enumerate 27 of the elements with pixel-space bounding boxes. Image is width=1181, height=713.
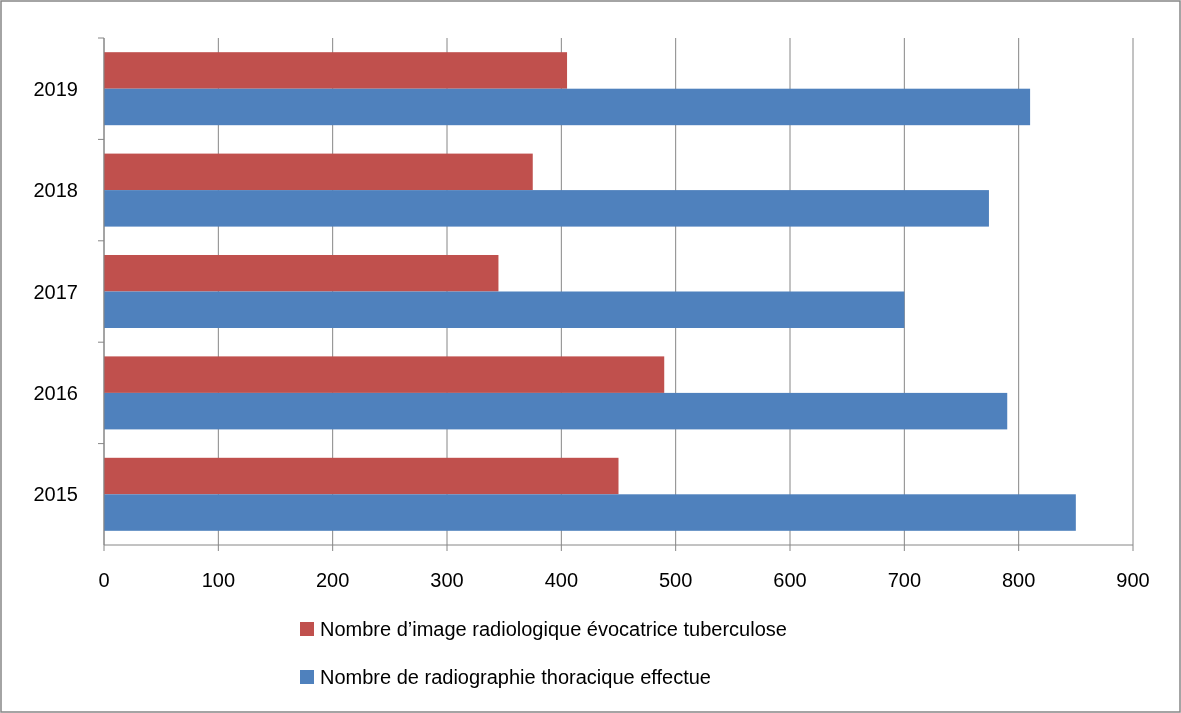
- bar: [104, 356, 665, 393]
- x-tick-label: 300: [430, 569, 464, 591]
- legend-label: Nombre de radiographie thoracique effectue: [320, 666, 711, 688]
- x-tick-label: 100: [201, 569, 236, 591]
- y-tick-label: 2016: [33, 381, 78, 404]
- x-tick-label: 600: [773, 569, 807, 591]
- y-tick-label: 2017: [33, 280, 78, 303]
- bar: [104, 190, 989, 227]
- bar: [104, 392, 1008, 430]
- x-tick-label: 700: [887, 569, 922, 591]
- bar: [104, 291, 905, 328]
- bar: [104, 52, 568, 89]
- bar: [104, 494, 1076, 531]
- x-tick-label: 900: [1116, 569, 1150, 591]
- bar: [104, 255, 499, 292]
- y-tick-label: 2019: [33, 77, 78, 100]
- x-tick-label: 500: [658, 569, 693, 591]
- bar: [104, 88, 1031, 126]
- x-tick-label: 200: [315, 569, 350, 591]
- y-tick-label: 2015: [33, 483, 78, 506]
- y-tick-label: 2018: [33, 179, 78, 202]
- x-tick-label: 0: [98, 569, 110, 591]
- bar: [104, 457, 619, 495]
- x-tick-label: 800: [1001, 569, 1036, 591]
- bar: [104, 153, 533, 191]
- legend-label: Nombre d’image radiologique évocatrice tuberculose: [320, 618, 787, 640]
- x-tick-label: 400: [544, 569, 579, 591]
